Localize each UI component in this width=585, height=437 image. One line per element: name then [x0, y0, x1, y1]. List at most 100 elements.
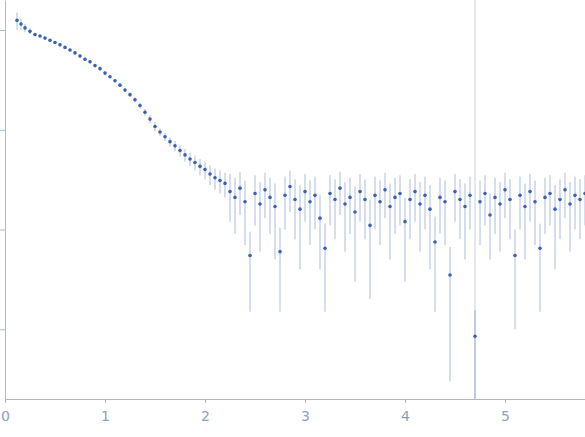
error-bar — [279, 227, 280, 311]
error-bars — [17, 12, 585, 399]
data-point — [103, 71, 107, 75]
data-point — [268, 196, 272, 200]
data-point — [503, 188, 507, 192]
tick-label: 5 — [501, 408, 510, 424]
error-bar — [474, 310, 475, 399]
data-point — [428, 207, 432, 211]
tick-mark — [305, 399, 306, 403]
data-point — [533, 200, 537, 204]
data-point — [313, 194, 317, 198]
data-point — [83, 57, 87, 61]
data-point — [498, 202, 502, 206]
error-bar — [239, 172, 240, 215]
error-bar — [524, 183, 525, 259]
data-point — [133, 98, 137, 102]
data-point — [478, 200, 482, 204]
x-tick: 3 — [301, 399, 310, 424]
data-point — [448, 273, 452, 277]
data-point — [488, 213, 492, 217]
data-point — [123, 88, 127, 92]
data-point — [19, 22, 23, 26]
error-bar — [304, 174, 305, 222]
y-tick — [0, 30, 5, 31]
data-point — [583, 192, 585, 196]
error-bar — [269, 178, 270, 234]
data-point — [578, 198, 582, 202]
data-point — [253, 192, 257, 196]
tick-mark — [0, 130, 5, 131]
data-point — [383, 188, 387, 192]
data-point — [118, 83, 122, 87]
error-bar — [574, 177, 575, 230]
data-point — [188, 157, 192, 161]
error-bar — [519, 177, 520, 230]
error-bar — [444, 181, 445, 245]
error-bar — [384, 173, 385, 218]
data-point — [508, 198, 512, 202]
error-bar — [454, 174, 455, 222]
data-point — [228, 190, 232, 194]
data-point — [108, 75, 112, 79]
data-point — [48, 38, 52, 42]
chart: 012345 — [0, 0, 585, 437]
data-point — [408, 198, 412, 202]
data-point — [173, 144, 177, 148]
data-point — [63, 46, 67, 50]
data-point — [363, 198, 367, 202]
data-point — [358, 190, 362, 194]
data-point — [413, 190, 417, 194]
error-bar — [414, 174, 415, 222]
tick-label: 1 — [101, 408, 110, 424]
data-point — [288, 185, 292, 189]
data-point — [393, 196, 397, 200]
error-bar — [564, 173, 565, 218]
error-bar — [489, 193, 490, 259]
error-bar — [504, 173, 505, 218]
error-bar — [324, 223, 325, 311]
y-tick — [0, 230, 5, 231]
error-bar — [229, 174, 230, 222]
x-axis: 012345 — [1, 399, 585, 424]
data-point — [473, 335, 477, 339]
data-point — [553, 207, 557, 211]
y-tick — [0, 130, 5, 131]
data-point — [343, 202, 347, 206]
tick-mark — [0, 230, 5, 231]
error-bar — [539, 223, 540, 311]
y-axis — [0, 1, 6, 400]
data-point — [538, 246, 542, 250]
data-point — [278, 250, 282, 254]
data-point — [388, 205, 392, 209]
data-point — [308, 200, 312, 204]
error-bar — [534, 181, 535, 245]
error-bar — [494, 178, 495, 234]
data-point — [333, 198, 337, 202]
error-bar — [559, 179, 560, 239]
data-point — [463, 205, 467, 209]
tick-label: 3 — [301, 408, 310, 424]
data-point — [183, 153, 187, 157]
error-bar — [264, 173, 265, 218]
x-tick: 5 — [501, 399, 510, 424]
data-point — [163, 135, 167, 139]
error-bar — [354, 186, 355, 281]
y-tick — [0, 329, 5, 330]
data-point — [373, 194, 377, 198]
error-bar — [369, 200, 370, 300]
data-point — [15, 19, 19, 23]
data-point — [138, 104, 142, 108]
data-point — [43, 36, 47, 40]
error-bar — [299, 185, 300, 269]
data-point — [513, 254, 517, 258]
data-point — [258, 202, 262, 206]
data-point — [153, 125, 157, 129]
data-point — [248, 254, 252, 258]
axis-line — [5, 1, 6, 400]
data-point — [168, 140, 172, 144]
error-bar — [429, 185, 430, 269]
data-point — [453, 190, 457, 194]
error-bar — [479, 181, 480, 245]
data-point — [203, 168, 207, 172]
error-bar — [379, 181, 380, 245]
tick-label: 4 — [401, 408, 410, 424]
